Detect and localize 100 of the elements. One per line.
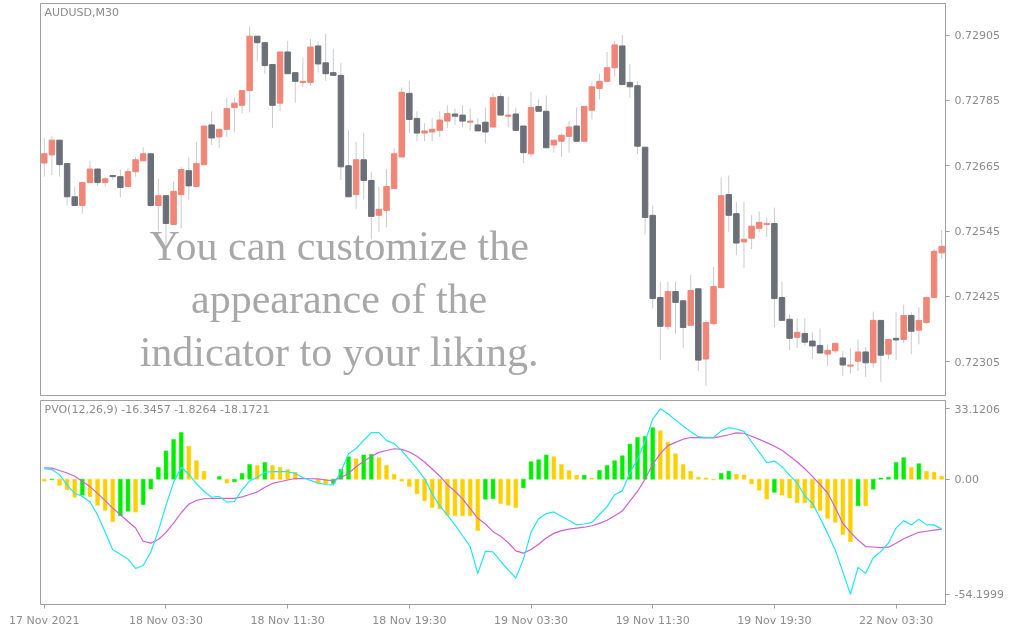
bar [194,460,199,480]
bar [688,471,693,480]
bar [604,465,610,480]
bar [521,478,526,488]
bar [133,478,138,513]
candlestick [885,338,892,360]
bar [901,457,906,480]
bar [612,460,617,480]
bar [163,450,169,480]
bar [627,444,633,480]
bar [787,478,792,499]
y-tick-label: 0.00 [954,473,979,487]
bar [201,471,207,480]
bar [475,478,480,531]
bar [361,454,366,480]
bar [665,441,671,480]
bar [102,478,108,511]
bar [574,475,579,480]
bar [863,478,868,506]
bar [346,456,351,480]
x-tick-label: 18 Nov 11:30 [250,613,325,627]
bar [620,455,625,480]
bar [125,478,131,512]
bar [407,478,412,487]
bar [95,478,100,506]
line-series [43,432,943,554]
bar [87,478,93,497]
bar [224,478,229,484]
bar [384,465,389,480]
bar [764,478,769,500]
annotation: You can customize the appearance of the indicator to your liking. [139,223,539,375]
candlestick [466,108,474,131]
bar [186,445,191,480]
bar [650,427,655,480]
bar [460,478,465,516]
bar [156,467,161,480]
bar [528,461,534,480]
bar [452,478,458,516]
bar [376,457,382,480]
bar [179,432,184,480]
bar [749,478,754,484]
candlestick [839,350,847,377]
bar [110,478,115,522]
y-tick-label: 33.1206 [954,402,1000,416]
bar [757,478,762,491]
bar [566,470,572,480]
x-tick-label: 17 Nov 2021 [9,613,80,627]
x-tick-label: 18 Nov 19:30 [372,613,447,627]
chart-title: PVO(12,26,9) -16.3457 -1.8264 -18.1721 [44,402,270,416]
x-tick-label: 19 Nov 11:30 [615,613,690,627]
bar [148,478,153,490]
bar [559,464,564,480]
candlestick [185,156,193,200]
bar [217,476,222,480]
bar [931,472,937,480]
bar [445,478,450,516]
bar [57,478,62,486]
bar [270,465,275,480]
bar [141,478,146,505]
bar [719,473,724,480]
bar [247,464,252,480]
bar [369,454,374,480]
bar [833,478,838,523]
bar [506,478,511,506]
bar [232,478,237,482]
bar [483,478,488,500]
bar [840,478,845,535]
bar [551,456,556,480]
candlestick [573,106,580,142]
chart-title: AUDUSD,M30 [44,5,120,19]
bar [893,462,899,480]
bar [825,478,830,519]
bar [536,459,541,480]
candlestick [900,304,907,344]
bar [513,478,518,508]
bar [582,475,587,480]
candlestick [793,317,801,349]
candlestick [892,311,900,361]
candlestick [155,178,162,232]
bar [171,439,176,480]
bar [855,478,861,506]
bar [468,478,473,516]
bar [422,478,427,501]
y-tick-label: 0.72905 [954,29,1000,43]
bar [414,478,420,495]
y-tick-label: 0.72425 [954,290,1000,304]
x-tick-label: 19 Nov 19:30 [737,613,812,627]
candlestick [854,338,862,372]
bar [772,478,777,493]
y-tick-label: 0.72545 [954,225,1000,239]
bar [430,478,435,508]
bar [741,474,747,480]
bar [924,471,929,480]
y-tick-label: 0.72785 [954,94,1000,108]
candlestick [862,346,869,378]
bar [726,471,731,480]
bar [795,478,800,504]
bar [80,478,85,496]
candlestick [208,110,215,146]
y-tick-label: 0.72305 [954,355,1000,369]
